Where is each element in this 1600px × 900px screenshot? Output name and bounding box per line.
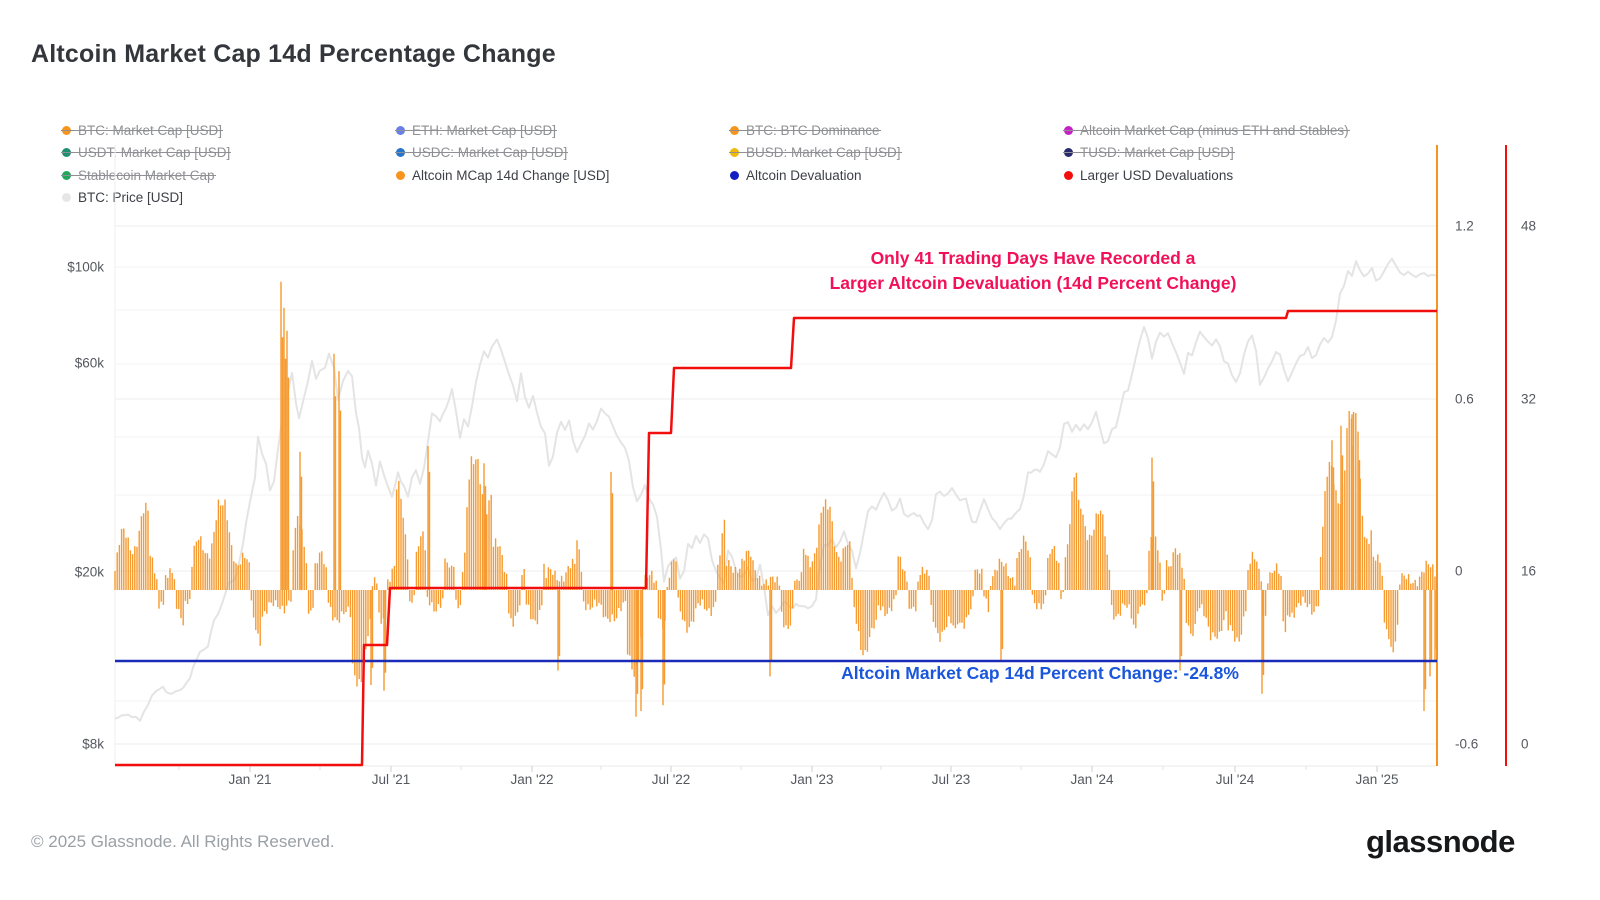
- legend-item-eth-market-cap-usd[interactable]: ETH: Market Cap [USD]: [394, 119, 566, 141]
- count-tick-label: 32: [1521, 391, 1537, 407]
- price-tick-label: $20k: [74, 564, 104, 580]
- price-tick-label: $8k: [82, 736, 104, 752]
- time-tick-label: Jan '25: [1355, 772, 1399, 787]
- legend-item-stablecoin-market-cap[interactable]: Stablecoin Market Cap: [61, 164, 225, 186]
- time-tick-label: Jul '21: [371, 772, 411, 787]
- legend-item-altcoin-market-cap-minus-eth-and-stables[interactable]: Altcoin Market Cap (minus ETH and Stable…: [1063, 119, 1359, 141]
- legend-dot-icon: [730, 170, 739, 180]
- count-tick-label: 16: [1521, 563, 1537, 579]
- legend-item-busd-market-cap-usd[interactable]: BUSD: Market Cap [USD]: [729, 142, 911, 164]
- percent-tick-label: 1.2: [1455, 218, 1474, 234]
- legend-item-btc-market-cap-usd[interactable]: BTC: Market Cap [USD]: [60, 119, 232, 141]
- devaluation-annotation: Only 41 Trading Days Have Recorded a Lar…: [780, 246, 1286, 295]
- legend-dot-icon: [62, 193, 71, 202]
- legend-item-tusd-market-cap-usd[interactable]: TUSD: Market Cap [USD]: [1063, 142, 1244, 164]
- legend-dot-icon: [1064, 170, 1073, 180]
- legend-item-label: Altcoin MCap 14d Change [USD]: [412, 167, 610, 183]
- percent-tick-label: 0.6: [1455, 391, 1474, 407]
- legend-item-usdt-market-cap-usd[interactable]: USDT: Market Cap [USD]: [60, 142, 240, 164]
- count-tick-label: 0: [1521, 736, 1529, 752]
- legend-dot-icon: [396, 170, 405, 180]
- count-tick-label: 48: [1521, 218, 1537, 234]
- time-tick-label: Jan '21: [228, 772, 272, 787]
- time-tick-label: Jul '23: [931, 772, 971, 787]
- price-tick-label: $100k: [67, 259, 104, 275]
- time-tick-label: Jul '24: [1215, 772, 1255, 787]
- legend-item-label: Altcoin Devaluation: [746, 167, 862, 183]
- copyright-text: © 2025 Glassnode. All Rights Reserved.: [31, 832, 335, 851]
- percent-tick-label: -0.6: [1455, 736, 1479, 752]
- time-tick-label: Jul '22: [651, 772, 691, 787]
- legend-item-btc-price-usd[interactable]: BTC: Price [USD]: [62, 187, 193, 209]
- legend-item-usdc-market-cap-usd[interactable]: USDC: Market Cap [USD]: [394, 142, 577, 164]
- legend-item-label: Larger USD Devaluations: [1080, 167, 1234, 183]
- percent-tick-label: 0: [1455, 563, 1463, 579]
- legend-item-larger-usd-devaluations[interactable]: Larger USD Devaluations: [1064, 164, 1243, 186]
- glassnode-logo: glassnode: [1366, 824, 1515, 859]
- devaluation-annotation-line1: Only 41 Trading Days Have Recorded a: [870, 248, 1196, 268]
- current-change-annotation: Altcoin Market Cap 14d Percent Change: -…: [841, 663, 1239, 683]
- time-tick-label: Jan '24: [1070, 772, 1114, 787]
- price-tick-label: $60k: [74, 355, 104, 371]
- time-tick-label: Jan '23: [790, 772, 834, 787]
- legend-item-altcoin-mcap-14d-change-usd[interactable]: Altcoin MCap 14d Change [USD]: [396, 164, 619, 186]
- legend-item-label: BTC: Price [USD]: [78, 190, 184, 205]
- legend-item-altcoin-devaluation[interactable]: Altcoin Devaluation: [730, 164, 872, 186]
- devaluation-annotation-line2: Larger Altcoin Devaluation (14d Percent …: [829, 272, 1237, 293]
- page-title: Altcoin Market Cap 14d Percentage Change: [31, 40, 556, 68]
- time-tick-label: Jan '22: [510, 772, 554, 787]
- legend: BTC: Market Cap [USD] ETH: Market Cap [US…: [60, 119, 1412, 209]
- legend-item-btc-btc-dominance[interactable]: BTC: BTC Dominance: [729, 119, 890, 141]
